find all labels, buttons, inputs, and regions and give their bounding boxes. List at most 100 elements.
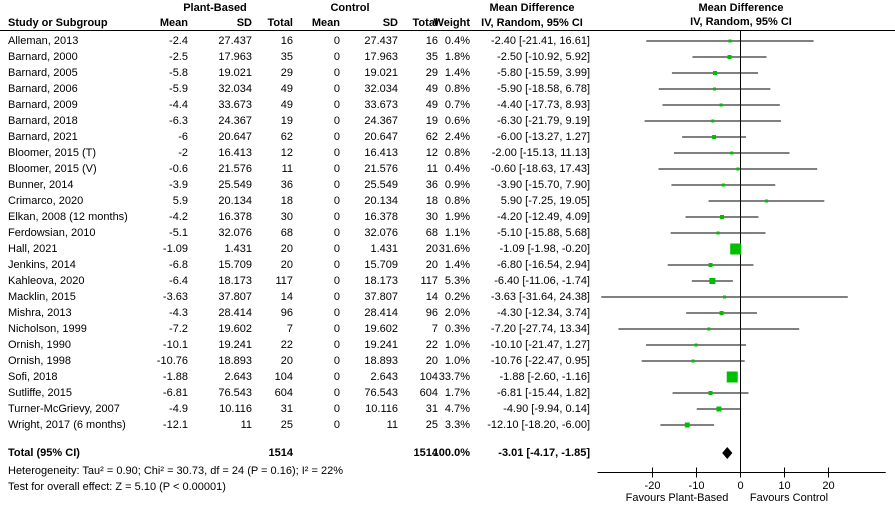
cell-control-mean: 0 — [333, 419, 340, 431]
cell-md-ci: -6.00 [-13.27, 1.27] — [497, 131, 590, 143]
weight-header: Weight — [433, 17, 470, 29]
cell-control-total: 29 — [425, 67, 438, 79]
cell-plant-total: 36 — [280, 179, 293, 191]
study-row: Barnard, 2021 -6 20.647 62 0 20.647 62 2.4% -6.0… — [0, 129, 600, 145]
cell-plant-total: 22 — [280, 339, 293, 351]
cell-plant-mean: -1.88 — [162, 371, 188, 383]
cell-plant-mean: -5.9 — [169, 83, 188, 95]
overall-effect-note: Test for overall effect: Z = 5.10 (P < 0… — [8, 481, 226, 493]
study-col-header: Study or Subgroup — [8, 17, 108, 29]
heterogeneity-note: Heterogeneity: Tau² = 0.90; Chi² = 30.73… — [8, 465, 343, 477]
effect-square — [712, 71, 717, 75]
cell-md-ci: -2.40 [-21.41, 16.61] — [490, 35, 590, 47]
cell-control-sd: 18.893 — [364, 355, 398, 367]
cell-control-mean: 0 — [333, 275, 340, 287]
cell-study: Macklin, 2015 — [8, 291, 76, 303]
cell-md-ci: -7.20 [-27.74, 13.34] — [490, 323, 590, 335]
study-row: Macklin, 2015 -3.63 37.807 14 0 37.807 14 0.2% -… — [0, 289, 600, 305]
study-row: Ornish, 1998 -10.76 18.893 20 0 18.893 20 1.0% -… — [0, 353, 600, 369]
cell-study: Barnard, 2000 — [8, 51, 78, 63]
cell-md-ci: -2.50 [-10.92, 5.92] — [497, 51, 590, 63]
effect-square — [694, 343, 698, 347]
control-sd-header: SD — [382, 17, 398, 29]
effect-square — [720, 215, 725, 219]
cell-plant-sd: 2.643 — [224, 371, 252, 383]
cell-plant-mean: 5.9 — [172, 195, 188, 207]
cell-plant-total: 49 — [280, 83, 293, 95]
cell-control-mean: 0 — [333, 99, 340, 111]
cell-weight: 1.4% — [444, 67, 470, 79]
cell-plant-sd: 18.893 — [218, 355, 252, 367]
cell-control-mean: 0 — [333, 51, 340, 63]
study-row: Kahleova, 2020 -6.4 18.173 117 0 18.173 117 5.3… — [0, 273, 600, 289]
cell-study: Barnard, 2006 — [8, 83, 78, 95]
cell-control-sd: 1.431 — [370, 243, 398, 255]
cell-plant-sd: 33.673 — [218, 99, 252, 111]
cell-control-sd: 16.378 — [364, 211, 398, 223]
cell-control-mean: 0 — [333, 227, 340, 239]
effect-square — [707, 327, 711, 331]
axis-tick-label: -10 — [689, 480, 705, 492]
effect-square — [719, 103, 723, 107]
total-plant-n: 1514 — [268, 447, 293, 459]
cell-weight: 2.0% — [444, 307, 470, 319]
cell-plant-total: 16 — [280, 35, 293, 47]
cell-plant-mean: -6.81 — [162, 387, 188, 399]
effect-square — [691, 359, 695, 363]
axis-tick-label: -20 — [645, 480, 661, 492]
cell-md-ci: -3.63 [-31.64, 24.38] — [490, 291, 590, 303]
cell-study: Kahleova, 2020 — [8, 275, 85, 287]
cell-plant-total: 20 — [280, 355, 293, 367]
cell-control-mean: 0 — [333, 211, 340, 223]
cell-control-sd: 15.709 — [364, 259, 398, 271]
cell-control-total: 104 — [419, 371, 438, 383]
cell-plant-total: 7 — [286, 323, 293, 335]
group1-header: Plant-Based — [183, 2, 247, 14]
study-row: Hall, 2021 -1.09 1.431 20 0 1.431 20 31.6% -1.09… — [0, 241, 600, 257]
cell-control-mean: 0 — [333, 147, 340, 159]
cell-plant-mean: -10.76 — [156, 355, 188, 367]
effect-square — [728, 39, 732, 43]
cell-control-sd: 32.076 — [364, 227, 398, 239]
cell-study: Barnard, 2018 — [8, 115, 78, 127]
cell-plant-mean: -10.1 — [162, 339, 188, 351]
cell-control-sd: 17.963 — [364, 51, 398, 63]
cell-control-sd: 24.367 — [364, 115, 398, 127]
cell-plant-total: 20 — [280, 259, 293, 271]
cell-control-mean: 0 — [333, 355, 340, 367]
cell-control-sd: 27.437 — [364, 35, 398, 47]
cell-plant-total: 604 — [274, 387, 293, 399]
axis-tick-label: 0 — [737, 480, 743, 492]
cell-control-sd: 28.414 — [364, 307, 398, 319]
cell-control-mean: 0 — [333, 387, 340, 399]
cell-study: Hall, 2021 — [8, 243, 58, 255]
study-row: Bloomer, 2015 (V) -0.6 21.576 11 0 21.576 11 0.… — [0, 161, 600, 177]
cell-control-sd: 20.647 — [364, 131, 398, 143]
study-row: Barnard, 2006 -5.9 32.034 49 0 32.034 49 0.8% -5… — [0, 81, 600, 97]
cell-plant-total: 62 — [280, 131, 293, 143]
cell-control-total: 14 — [425, 291, 438, 303]
cell-plant-sd: 32.034 — [218, 83, 252, 95]
cell-control-sd: 19.602 — [364, 323, 398, 335]
study-row: Barnard, 2000 -2.5 17.963 35 0 17.963 35 1.8% -2… — [0, 49, 600, 65]
cell-md-ci: -0.60 [-18.63, 17.43] — [490, 163, 590, 175]
cell-control-sd: 19.021 — [364, 67, 398, 79]
cell-plant-sd: 15.709 — [218, 259, 252, 271]
cell-weight: 0.4% — [444, 35, 470, 47]
cell-study: Nicholson, 1999 — [8, 323, 87, 335]
cell-study: Elkan, 2008 (12 months) — [8, 211, 128, 223]
cell-study: Bloomer, 2015 (V) — [8, 163, 97, 175]
cell-plant-total: 19 — [280, 115, 293, 127]
cell-plant-sd: 19.602 — [218, 323, 252, 335]
cell-md-ci: -6.30 [-21.79, 9.19] — [497, 115, 590, 127]
total-row: Total (95% CI) 1514 1514 100.0% -3.01 [-… — [0, 445, 600, 461]
cell-plant-mean: -4.3 — [169, 307, 188, 319]
cell-control-mean: 0 — [333, 67, 340, 79]
cell-md-ci: -5.10 [-15.88, 5.68] — [497, 227, 590, 239]
cell-control-total: 604 — [419, 387, 438, 399]
cell-plant-mean: -2 — [178, 147, 188, 159]
plant-mean-header: Mean — [159, 17, 188, 29]
cell-plant-sd: 32.076 — [218, 227, 252, 239]
effect-square — [726, 371, 738, 383]
cell-plant-total: 49 — [280, 99, 293, 111]
